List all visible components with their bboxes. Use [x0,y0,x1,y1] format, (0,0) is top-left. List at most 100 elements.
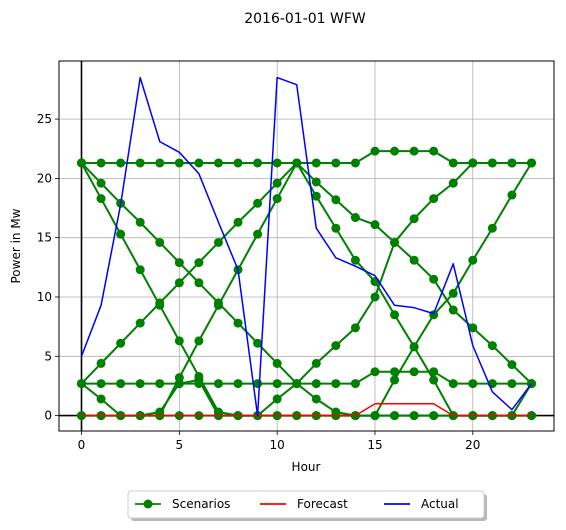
data-point [116,379,126,389]
y-tick-label: 20 [37,171,52,185]
data-point [194,258,204,268]
data-point [135,217,145,227]
data-point [390,375,400,385]
data-point [507,190,517,200]
data-point [155,298,165,308]
legend-label: Actual [421,497,459,511]
data-point [350,379,360,389]
series-forecast [81,402,532,417]
y-axis-label: Power in Mw [9,208,23,283]
data-point [233,217,243,227]
data-point [429,411,439,421]
data-point [370,411,380,421]
data-point [272,178,282,188]
series-actual [80,76,533,417]
data-point [174,336,184,346]
data-point [390,237,400,247]
data-point [487,223,497,233]
x-axis-label: Hour [292,460,321,474]
x-tick-label: 5 [176,438,184,452]
y-tick-label: 15 [37,231,52,245]
data-point [507,158,517,168]
data-point [233,158,243,168]
data-point [331,158,341,168]
data-point [429,375,439,385]
data-point [390,310,400,320]
data-point [350,158,360,168]
data-point [253,158,263,168]
data-point [272,379,282,389]
data-point [350,213,360,223]
x-tick-label: 0 [78,438,86,452]
data-point [135,158,145,168]
data-point [448,178,458,188]
data-point [370,367,380,377]
series-line-scenarios [80,161,532,385]
y-tick-label: 25 [37,112,52,126]
series-line-actual [80,76,533,417]
data-point [77,158,86,168]
data-point [96,379,106,389]
data-point [448,158,458,168]
data-point [350,255,360,265]
data-point [174,258,184,268]
data-point [311,177,321,187]
data-point [292,158,302,168]
data-point [527,158,536,168]
data-point [409,214,419,224]
data-point [331,379,341,389]
data-point [272,394,282,404]
data-point [96,158,106,168]
data-point [409,342,419,352]
data-point [507,360,517,370]
data-point [135,265,145,275]
data-point [331,223,341,233]
ticks-layer: 0 5 10 15 20 0 5 10 15 20 25 [37,112,481,452]
data-point [135,318,145,328]
data-point [448,379,458,389]
data-point [331,195,341,205]
data-point [468,379,478,389]
data-point [155,379,165,389]
data-point [96,194,106,204]
series-layer [77,76,536,421]
data-point [507,379,517,389]
data-point [292,379,302,389]
data-point [429,274,439,284]
data-point [116,158,126,168]
data-point [409,411,419,421]
legend-label: Scenarios [172,497,230,511]
data-point [370,292,380,302]
y-tick-label: 10 [37,290,52,304]
plot-frame [58,60,555,432]
data-point [96,178,106,188]
data-point [135,379,145,389]
data-point [213,300,223,310]
data-point [194,336,204,346]
data-point [174,278,184,288]
data-point [253,229,263,239]
data-point [311,191,321,201]
data-point [468,323,478,333]
data-point [213,379,223,389]
x-tick-label: 20 [465,438,480,452]
data-point [487,158,497,168]
data-point [409,146,419,156]
data-point [370,146,380,156]
data-point [409,255,419,265]
data-point [253,338,263,348]
legend-entry-actual: Actual [384,497,459,511]
data-point [429,146,439,156]
data-point [448,288,458,298]
data-point [311,358,321,368]
data-point [194,158,204,168]
data-point [233,379,243,389]
data-point [213,237,223,247]
legend-box [127,490,485,519]
data-point [194,278,204,288]
data-point [311,394,321,404]
series-line-forecast [81,402,532,417]
x-tick-label: 10 [270,438,285,452]
legend-marker [143,499,153,509]
